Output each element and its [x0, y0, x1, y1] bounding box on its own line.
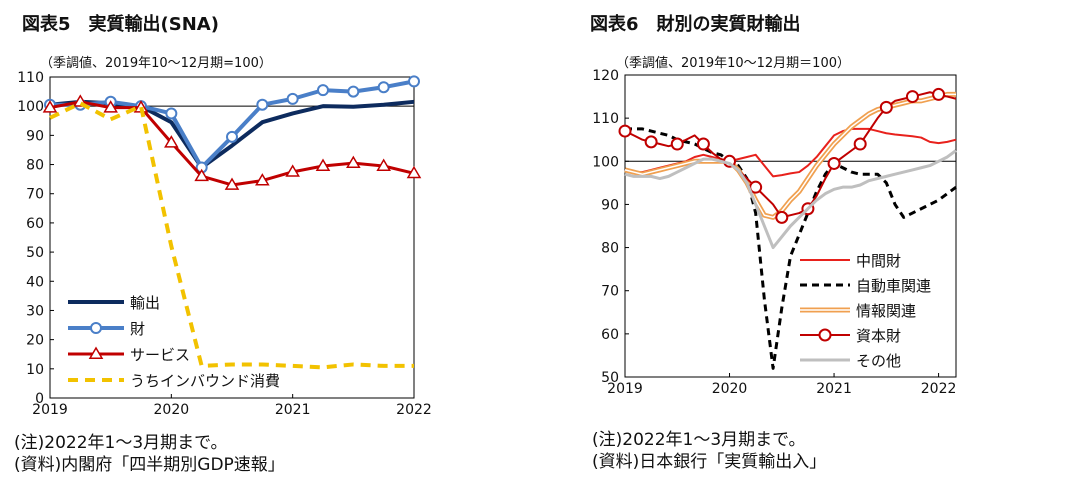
left-series-2-point — [42, 100, 58, 113]
left-series-1-point — [377, 81, 390, 94]
left-series-1-legend-marker — [90, 322, 102, 334]
left-ytick-label: 90 — [26, 128, 44, 144]
right-series-3-point — [618, 124, 632, 138]
right-series-2-legend-label: 情報関連 — [856, 302, 916, 320]
left-series-2-point — [224, 177, 240, 190]
right-ytick-label: 50 — [601, 370, 619, 386]
right-chart-title: 図表6 財別の実質財輸出 — [590, 14, 801, 35]
right-ytick-label: 120 — [592, 68, 619, 84]
right-series-4-line — [624, 149, 957, 250]
right-series-3-point — [853, 137, 867, 151]
left-ytick-label: 40 — [26, 274, 44, 290]
right-xtick-label: 2021 — [816, 381, 852, 397]
left-series-2-point — [346, 155, 361, 169]
right-ytick-label: 100 — [592, 154, 619, 170]
right-plot-frame — [624, 74, 957, 378]
left-series-2-point — [315, 158, 331, 171]
right-xtick-label: 2022 — [921, 381, 957, 397]
right-series-3-point — [670, 137, 684, 151]
left-series-1-point — [256, 98, 269, 111]
left-xtick-label: 2019 — [32, 402, 68, 418]
left-series-1-point — [286, 92, 299, 105]
right-series-3-point — [827, 156, 841, 170]
left-ytick-label: 10 — [26, 362, 44, 378]
left-series-2-point — [285, 164, 300, 177]
left-series-1-point — [317, 84, 329, 97]
left-ytick-label: 100 — [17, 99, 44, 115]
right-series-3-legend-marker — [818, 328, 832, 342]
right-series-3-point — [775, 210, 789, 224]
left-plot-frame — [49, 76, 415, 399]
left-series-1-point — [226, 130, 238, 143]
right-ytick-label: 90 — [601, 197, 619, 213]
right-series-3-point — [932, 87, 946, 101]
left-xtick-label: 2020 — [154, 402, 190, 418]
right-series-1-legend-label: 自動車関連 — [856, 277, 931, 295]
right-unit-label: （季調値、2019年10～12月期＝100） — [616, 55, 850, 71]
right-xtick-label: 2020 — [712, 381, 748, 397]
left-series-3-legend-label: うちインバウンド消費 — [130, 372, 280, 390]
left-note-source: (資料)内閣府「四半期別GDP速報」 — [14, 455, 285, 475]
right-series-2-line-inner — [624, 93, 956, 219]
left-series-2-point — [194, 168, 209, 182]
left-series-3-line — [49, 101, 414, 370]
right-series-1-line — [625, 127, 957, 370]
right-note-period: (注)2022年1～3月期まで。 — [592, 430, 806, 450]
left-series-2-legend-marker — [88, 346, 104, 359]
right-series-0-line — [624, 127, 957, 178]
left-ytick-label: 70 — [26, 187, 44, 203]
left-chart-title: 図表5 実質輸出(SNA) — [22, 14, 219, 35]
right-series-0-legend-label: 中間財 — [856, 252, 901, 270]
left-series-2-legend-label: サービス — [130, 346, 190, 364]
right-ytick-label: 70 — [601, 284, 619, 300]
left-series-1-point — [347, 85, 360, 98]
left-series-2-point — [255, 173, 270, 186]
left-xtick-label: 2022 — [396, 402, 432, 418]
left-series-2-point — [164, 135, 179, 148]
left-series-2-point — [406, 165, 422, 179]
right-series-3-legend-label: 資本財 — [856, 327, 901, 345]
right-series-2-line-outer — [624, 91, 956, 220]
left-ytick-label: 60 — [26, 216, 44, 232]
right-ytick-label: 60 — [601, 327, 619, 343]
right-series-4-legend-label: その他 — [856, 352, 901, 370]
right-ytick-label: 110 — [592, 111, 619, 127]
left-unit-label: （季調値、2019年10～12月期=100） — [40, 55, 272, 71]
left-note-period: (注)2022年1～3月期まで。 — [14, 433, 228, 453]
left-series-2-point — [103, 100, 118, 113]
right-series-3-point — [879, 100, 893, 114]
right-note-source: (資料)日本銀行「実質輸出入」 — [592, 452, 827, 472]
left-ytick-label: 80 — [26, 158, 44, 174]
left-ytick-label: 0 — [35, 391, 44, 407]
left-series-1-point — [165, 107, 178, 120]
right-xtick-label: 2019 — [607, 381, 643, 397]
left-ytick-label: 50 — [26, 245, 44, 261]
right-series-3-point — [696, 137, 710, 151]
left-ytick-label: 20 — [26, 333, 44, 349]
left-ytick-label: 110 — [17, 70, 44, 86]
left-series-2-point — [376, 158, 391, 171]
left-series-1-point — [408, 75, 420, 88]
right-series-3-point — [644, 135, 658, 149]
left-ytick-label: 30 — [26, 303, 44, 319]
left-series-0-legend-label: 輸出 — [130, 294, 160, 312]
right-ytick-label: 80 — [601, 241, 619, 257]
right-series-3-point — [905, 90, 919, 104]
left-xtick-label: 2021 — [275, 402, 311, 418]
left-series-1-legend-label: 財 — [130, 320, 145, 338]
